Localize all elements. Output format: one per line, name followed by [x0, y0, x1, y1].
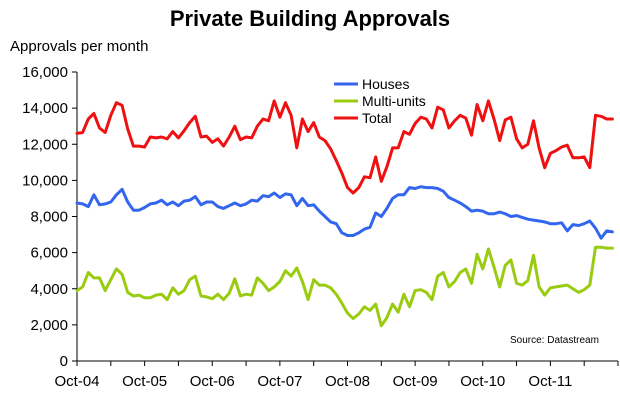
- y-tick-label: 12,000: [22, 136, 68, 153]
- y-tick-label: 4,000: [30, 281, 68, 298]
- x-tick-label: Oct-06: [190, 373, 235, 390]
- series-line-total: [75, 99, 614, 195]
- x-tick-label: Oct-10: [460, 373, 505, 390]
- x-tick-label: Oct-07: [257, 373, 302, 390]
- legend-label-houses: Houses: [362, 76, 409, 92]
- y-tick-label: 0: [60, 353, 68, 370]
- x-tick-label: Oct-04: [54, 373, 99, 390]
- legend-label-total: Total: [362, 110, 392, 126]
- y-tick-label: 10,000: [22, 172, 68, 189]
- series-line-houses: [75, 185, 614, 240]
- y-tick-label: 16,000: [22, 64, 68, 81]
- x-tick-label: Oct-05: [122, 373, 167, 390]
- y-tick-label: 8,000: [30, 209, 68, 226]
- legend-label-multi-units: Multi-units: [362, 93, 426, 109]
- x-tick-label: Oct-09: [393, 373, 438, 390]
- y-tick-label: 2,000: [30, 317, 68, 334]
- x-tick-label: Oct-11: [528, 373, 572, 390]
- series-line-multi-units: [75, 245, 614, 328]
- x-tick-label: Oct-08: [325, 373, 370, 390]
- source-note: Source: Datastream: [510, 335, 599, 346]
- y-tick-label: 14,000: [22, 100, 68, 117]
- chart-title: Private Building Approvals: [169, 6, 451, 31]
- y-tick-label: 6,000: [30, 245, 68, 262]
- y-axis-label: Approvals per month: [10, 38, 149, 55]
